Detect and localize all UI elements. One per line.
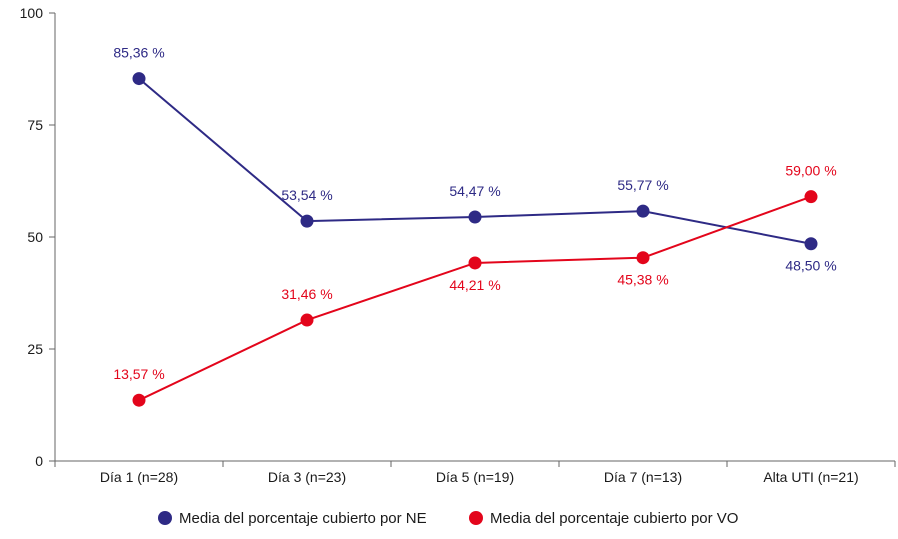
x-tick-label: Día 1 (n=28) [100,469,178,485]
y-tick-label: 100 [20,5,44,21]
y-tick-label: 0 [35,453,43,469]
y-axis-ticks: 0 25 50 75 100 [20,5,55,469]
data-point [804,190,818,204]
axes [54,13,895,462]
data-point [132,393,146,407]
data-point [300,214,314,228]
data-label: 55,77 % [617,177,668,193]
legend-label: Media del porcentaje cubierto por NE [179,510,427,527]
x-axis-ticks: Día 1 (n=28) Día 3 (n=23) Día 5 (n=19) Día … [54,461,896,485]
series-group [132,72,818,407]
data-point [132,72,146,86]
legend-marker [469,511,483,525]
data-label: 59,00 % [785,163,836,179]
series-line-1 [138,195,812,402]
data-point [468,256,482,270]
data-label: 44,21 % [449,277,500,293]
data-label: 45,38 % [617,272,668,288]
x-tick-label: Alta UTI (n=21) [763,469,858,485]
legend-marker [158,511,172,525]
data-label: 85,36 % [113,45,164,61]
x-tick-label: Día 3 (n=23) [268,469,346,485]
data-label: 54,47 % [449,183,500,199]
x-tick-label: Día 5 (n=19) [436,469,514,485]
data-labels-group: 85,36 % 53,54 % 54,47 % 55,77 % 48,50 % 13,57… [113,45,836,383]
y-tick-label: 75 [27,117,43,133]
y-tick-label: 50 [27,229,43,245]
data-point [468,210,482,224]
data-label: 13,57 % [113,366,164,382]
data-point [636,204,650,218]
legend: Media del porcentaje cubierto por NE Medi… [158,510,738,527]
legend-label: Media del porcentaje cubierto por VO [490,510,738,527]
x-tick-label: Día 7 (n=13) [604,469,682,485]
data-label: 31,46 % [281,286,332,302]
data-label: 53,54 % [281,187,332,203]
y-tick-label: 25 [27,341,43,357]
data-label: 48,50 % [785,258,836,274]
data-point [636,251,650,265]
data-point [300,313,314,327]
data-point [804,237,818,251]
